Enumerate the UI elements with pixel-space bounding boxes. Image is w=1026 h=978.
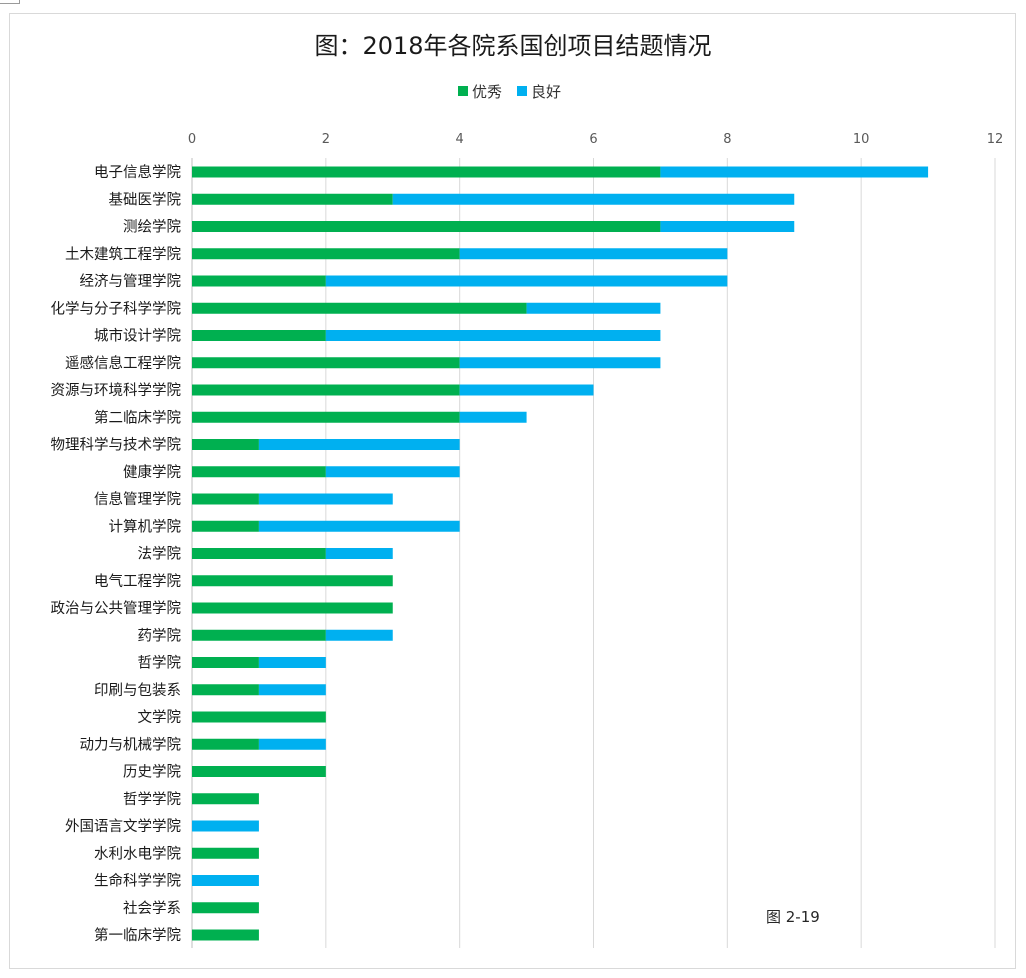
bar-good — [526, 302, 661, 314]
category-label: 法学院 — [138, 546, 182, 563]
bar-excellent — [192, 929, 259, 941]
bar-good — [325, 466, 460, 478]
bar-good — [258, 657, 326, 668]
bar-good — [459, 384, 594, 396]
bar-good — [258, 520, 460, 532]
category-label: 第二临床学院 — [94, 408, 181, 426]
x-tick-label: 12 — [987, 132, 1004, 147]
bar-excellent — [192, 221, 661, 232]
bar-excellent — [192, 711, 326, 723]
category-label: 基础医学院 — [109, 191, 182, 208]
chart-title: 图：2018年各院系国创项目结题情况 — [314, 32, 711, 60]
legend-swatch-excellent — [458, 86, 468, 96]
bar-excellent — [192, 384, 460, 396]
category-label: 土木建筑工程学院 — [65, 246, 181, 263]
legend-label-excellent: 优秀 — [472, 83, 502, 101]
bar-excellent — [192, 684, 259, 696]
x-tick-label: 10 — [853, 132, 870, 147]
bar-good — [325, 548, 393, 559]
x-tick-label: 6 — [589, 132, 597, 147]
category-label: 第一临床学院 — [94, 926, 181, 944]
category-label: 文学院 — [138, 709, 182, 726]
category-label: 遥感信息工程学院 — [65, 355, 181, 372]
category-label: 信息管理学院 — [94, 491, 181, 508]
bar-excellent — [192, 357, 460, 369]
figure-note: 图 2-19 — [766, 908, 820, 926]
category-label: 生命科学学院 — [94, 872, 181, 890]
corner-mark — [0, 0, 20, 4]
bar-good — [325, 629, 393, 641]
bar-excellent — [192, 493, 259, 505]
category-label: 哲学院 — [138, 655, 182, 672]
category-label: 药学院 — [138, 627, 182, 644]
bar-excellent — [192, 275, 326, 287]
category-label: 化学与分子科学学院 — [51, 300, 182, 317]
bar-excellent — [192, 738, 259, 750]
category-labels: 电子信息学院基础医学院测绘学院土木建筑工程学院经济与管理学院化学与分子科学学院城… — [51, 164, 182, 944]
category-label: 物理科学与技术学院 — [51, 437, 182, 454]
bar-excellent — [192, 657, 259, 668]
bar-excellent — [192, 466, 326, 478]
category-label: 历史学院 — [123, 764, 181, 781]
legend: 优秀 良好 — [458, 83, 561, 101]
x-tick-label: 0 — [188, 132, 196, 147]
bar-excellent — [192, 793, 259, 805]
category-label: 印刷与包装系 — [94, 682, 181, 699]
bar-excellent — [192, 766, 326, 777]
bar-good — [660, 221, 795, 232]
bar-good — [192, 820, 259, 832]
category-label: 政治与公共管理学院 — [51, 600, 182, 617]
bar-good — [258, 684, 326, 696]
legend-swatch-good — [517, 86, 527, 96]
category-label: 经济与管理学院 — [80, 273, 182, 290]
bar-good — [459, 357, 661, 369]
bar-good — [459, 411, 527, 423]
bar-excellent — [192, 575, 393, 587]
bar-excellent — [192, 902, 259, 914]
bar-good — [325, 275, 728, 287]
category-label: 社会学系 — [123, 900, 181, 917]
bar-good — [258, 439, 460, 450]
category-label: 测绘学院 — [123, 219, 181, 236]
category-label: 外国语言文学学院 — [65, 818, 181, 835]
category-label: 动力与机械学院 — [80, 736, 182, 753]
bar-excellent — [192, 629, 326, 641]
bar-excellent — [192, 602, 393, 614]
legend-label-good: 良好 — [531, 83, 561, 101]
category-label: 计算机学院 — [109, 518, 182, 535]
category-label: 哲学学院 — [123, 791, 181, 808]
bar-excellent — [192, 847, 259, 859]
x-tick-label: 2 — [322, 132, 330, 147]
bar-good — [192, 875, 259, 886]
bar-good — [459, 248, 728, 260]
bar-excellent — [192, 166, 661, 178]
x-axis-ticks: 0 2 4 6 8 10 12 — [188, 132, 1003, 147]
bar-excellent — [192, 520, 259, 532]
bar-excellent — [192, 411, 460, 423]
bar-excellent — [192, 330, 326, 341]
category-label: 电子信息学院 — [94, 164, 181, 181]
category-label: 资源与环境科学学院 — [51, 381, 182, 399]
bar-good — [660, 166, 929, 178]
x-tick-label: 4 — [456, 132, 464, 147]
bar-excellent — [192, 439, 259, 450]
bar-excellent — [192, 548, 326, 559]
bar-good — [392, 193, 795, 205]
bar-good — [258, 493, 393, 505]
bars — [192, 166, 929, 941]
bar-excellent — [192, 302, 527, 314]
category-label: 电气工程学院 — [94, 573, 181, 590]
category-label: 水利水电学院 — [94, 845, 181, 862]
bar-good — [258, 738, 326, 750]
x-tick-label: 8 — [723, 132, 731, 147]
bar-excellent — [192, 248, 460, 260]
category-label: 健康学院 — [123, 464, 181, 481]
category-label: 城市设计学院 — [94, 328, 181, 345]
bar-good — [325, 330, 661, 341]
bar-excellent — [192, 193, 393, 205]
